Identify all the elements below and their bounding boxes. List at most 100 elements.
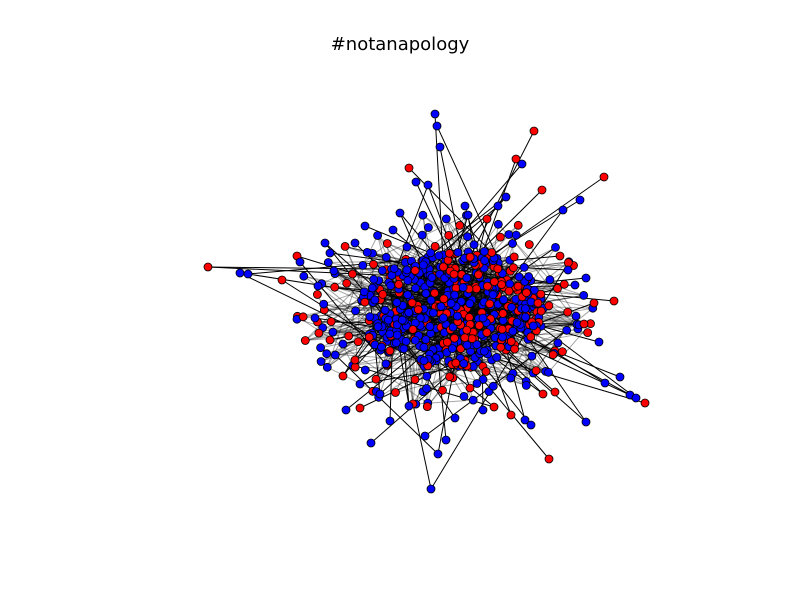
graph-node-blue	[341, 405, 351, 415]
graph-node-blue	[383, 315, 393, 325]
graph-node-blue	[521, 312, 530, 322]
graph-node-blue	[243, 269, 253, 279]
graph-node-red	[439, 294, 449, 304]
graph-node-blue	[401, 336, 411, 346]
graph-node-red	[504, 286, 514, 296]
graph-node-blue	[375, 389, 385, 399]
graph-edge	[403, 348, 414, 405]
graph-edge	[373, 264, 448, 353]
graph-node-blue	[493, 201, 503, 211]
graph-node-red	[555, 251, 565, 261]
graph-node-blue	[530, 285, 539, 295]
graph-node-blue	[419, 342, 429, 352]
graph-node-blue	[322, 349, 332, 359]
graph-edge	[247, 259, 407, 275]
graph-node-blue	[381, 252, 391, 262]
graph-node-blue	[313, 281, 323, 291]
graph-node-blue	[462, 273, 472, 283]
graph-node-blue	[579, 290, 589, 300]
graph-node-blue	[479, 247, 489, 256]
graph-node-blue	[418, 260, 428, 270]
graph-node-blue	[459, 359, 469, 369]
graph-node-red	[599, 172, 609, 182]
graph-node-blue	[438, 313, 448, 323]
graph-node-red	[497, 324, 507, 334]
graph-node-red	[472, 284, 481, 294]
graph-node-blue	[316, 343, 326, 353]
graph-node-red	[355, 403, 365, 413]
graph-node-blue	[421, 289, 431, 298]
graph-node-blue	[319, 299, 329, 309]
graph-node-red	[449, 269, 459, 279]
graph-edge	[354, 265, 364, 368]
graph-node-red	[550, 387, 560, 397]
graph-node-blue	[316, 357, 326, 366]
graph-node-red	[330, 282, 340, 292]
graph-edge	[334, 273, 448, 315]
graph-node-blue	[411, 177, 421, 187]
graph-node-red	[462, 325, 472, 335]
graph-node-red	[312, 290, 322, 299]
graph-node-blue	[441, 214, 451, 224]
graph-node-blue	[421, 335, 431, 345]
graph-node-blue	[517, 159, 527, 169]
graph-node-blue	[432, 121, 442, 131]
graph-node-blue	[436, 302, 446, 311]
graph-node-blue	[426, 248, 436, 258]
graph-node-blue	[427, 273, 437, 282]
graph-node-blue	[386, 281, 396, 291]
graph-node-red	[445, 372, 455, 382]
graph-node-red	[340, 241, 350, 251]
graph-node-blue	[410, 335, 420, 345]
graph-edge	[375, 362, 449, 380]
graph-node-blue	[450, 290, 460, 300]
graph-node-blue	[410, 283, 420, 293]
graph-node-red	[382, 239, 392, 248]
graph-edge	[326, 353, 425, 362]
graph-node-red	[487, 248, 497, 257]
graph-node-red	[529, 126, 539, 136]
graph-edge	[398, 284, 416, 380]
graph-node-blue	[430, 109, 440, 119]
graph-node-blue	[392, 298, 402, 307]
graph-node-blue	[391, 338, 401, 348]
graph-edge	[326, 265, 364, 368]
graph-node-blue	[581, 273, 591, 283]
graph-node-blue	[551, 242, 560, 252]
graph-node-red	[513, 281, 523, 291]
graph-node-red	[511, 154, 521, 164]
graph-node-blue	[422, 384, 432, 393]
graph-node-red	[455, 220, 465, 230]
graph-node-red	[579, 319, 589, 329]
graph-node-red	[451, 358, 461, 368]
node-layer	[203, 109, 650, 494]
graph-node-blue	[575, 195, 585, 205]
graph-node-red	[203, 262, 213, 272]
graph-node-red	[371, 374, 381, 384]
graph-node-red	[493, 264, 503, 274]
graph-node-red	[553, 284, 562, 293]
graph-edge	[439, 146, 470, 289]
graph-node-red	[526, 332, 536, 342]
graph-node-blue	[385, 416, 395, 426]
graph-edge	[375, 365, 388, 392]
graph-node-blue	[365, 312, 375, 322]
graph-node-red	[360, 297, 370, 307]
graph-node-blue	[501, 192, 511, 202]
graph-node-blue	[328, 327, 338, 337]
graph-node-blue	[329, 266, 339, 276]
graph-node-red	[489, 277, 499, 287]
graph-node-blue	[323, 258, 333, 267]
graph-node-red	[589, 298, 599, 308]
graph-node-red	[369, 259, 378, 269]
graph-edge	[375, 345, 420, 380]
graph-node-red	[385, 346, 395, 356]
graph-node-blue	[459, 391, 469, 401]
graph-node-red	[407, 298, 417, 308]
graph-edge	[323, 303, 370, 318]
graph-node-blue	[330, 350, 340, 360]
graph-node-blue	[563, 265, 573, 275]
graph-node-blue	[362, 247, 372, 257]
graph-node-blue	[377, 342, 386, 352]
graph-node-red	[506, 410, 516, 420]
